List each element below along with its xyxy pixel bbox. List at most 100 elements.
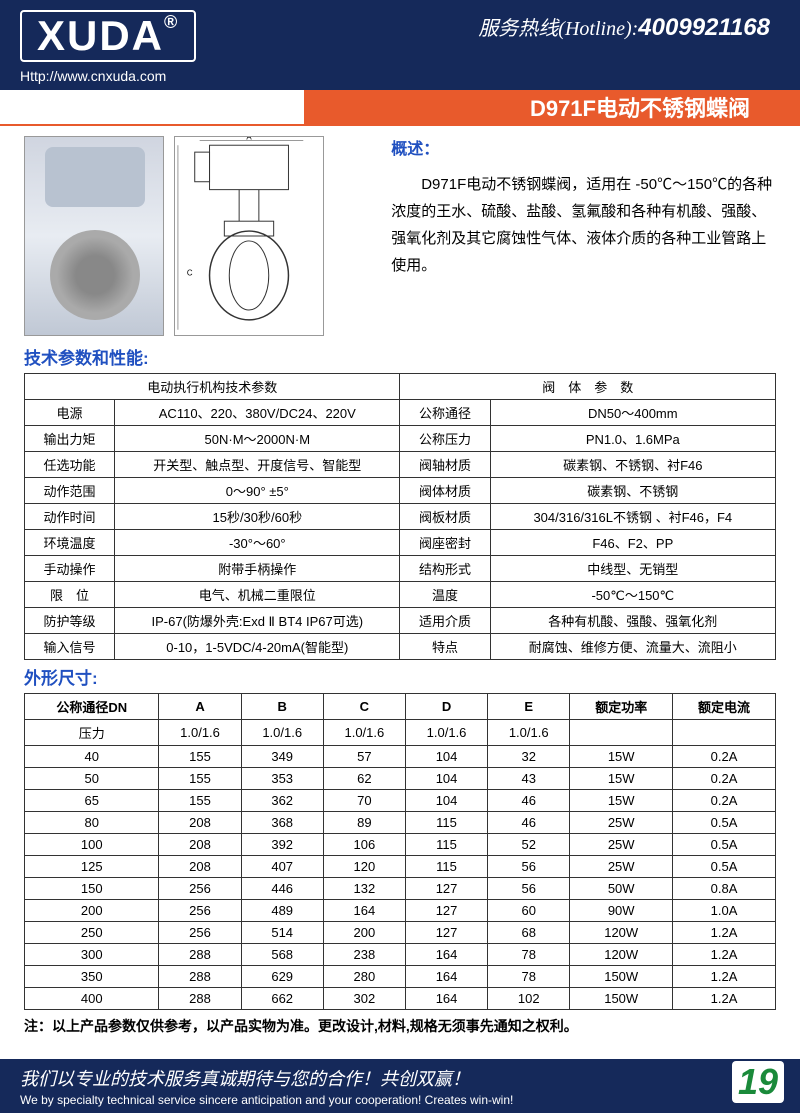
dim-cell: 115 — [405, 856, 487, 878]
dim-cell: 127 — [405, 878, 487, 900]
footer-en: We by specialty technical service sincer… — [20, 1093, 780, 1107]
dim-header: D — [405, 694, 487, 720]
dim-cell: 62 — [323, 768, 405, 790]
dim-cell: 127 — [405, 900, 487, 922]
dim-cell: 压力 — [25, 720, 159, 746]
dim-cell: 50 — [25, 768, 159, 790]
dim-header: A — [159, 694, 241, 720]
dim-cell: 208 — [159, 856, 241, 878]
hotline-number: 4009921168 — [638, 14, 770, 41]
dim-cell: 256 — [159, 900, 241, 922]
dim-cell: 68 — [488, 922, 570, 944]
dim-cell: 56 — [488, 878, 570, 900]
dim-cell: 50W — [570, 878, 673, 900]
dim-cell: 1.2A — [673, 988, 776, 1010]
dim-cell: 89 — [323, 812, 405, 834]
dim-cell: 164 — [405, 966, 487, 988]
dim-cell: 150W — [570, 966, 673, 988]
spec-cell: 附带手柄操作 — [115, 556, 400, 582]
spec-cell: 电气、机械二重限位 — [115, 582, 400, 608]
dim-cell: 368 — [241, 812, 323, 834]
spec-cell: PN1.0、1.6MPa — [490, 426, 775, 452]
spec-cell: 动作范围 — [25, 478, 115, 504]
dim-cell: 446 — [241, 878, 323, 900]
spec-cell: 0～90° ±5° — [115, 478, 400, 504]
dim-cell: 15W — [570, 790, 673, 812]
dim-cell: 256 — [159, 878, 241, 900]
product-title: D971F电动不锈钢蝶阀 — [530, 91, 750, 123]
dim-cell: 155 — [159, 768, 241, 790]
spec-cell: 温度 — [400, 582, 490, 608]
dim-cell: 25W — [570, 834, 673, 856]
footnote: 注：以上产品参数仅供参考，以产品实物为准。更改设计,材料,规格无须事先通知之权利… — [24, 1016, 776, 1036]
spec-cell: DN50～400mm — [490, 400, 775, 426]
spec-cell: 50N·M～2000N·M — [115, 426, 400, 452]
dim-cell: 349 — [241, 746, 323, 768]
spec-cell: 输出力矩 — [25, 426, 115, 452]
spec-cell: 动作时间 — [25, 504, 115, 530]
dim-cell: 353 — [241, 768, 323, 790]
dim-cell: 56 — [488, 856, 570, 878]
dim-cell: 78 — [488, 966, 570, 988]
dim-cell: 70 — [323, 790, 405, 812]
header-bar: XUDA® 服务热线(Hotline):4009921168 Http://ww… — [0, 0, 800, 90]
dim-cell: 0.5A — [673, 856, 776, 878]
dim-cell: 57 — [323, 746, 405, 768]
dim-cell: 43 — [488, 768, 570, 790]
page-number: 19 — [732, 1061, 784, 1103]
hotline-label: 服务热线(Hotline): — [478, 18, 638, 40]
dim-cell: 155 — [159, 746, 241, 768]
dim-cell: 25W — [570, 856, 673, 878]
overview-heading: 概述： — [391, 136, 776, 165]
dim-cell: 208 — [159, 834, 241, 856]
spec-cell: 结构形式 — [400, 556, 490, 582]
dim-cell: 164 — [323, 900, 405, 922]
spec-cell: 0-10，1-5VDC/4-20mA(智能型) — [115, 634, 400, 660]
dim-cell: 46 — [488, 790, 570, 812]
spec-cell: F46、F2、PP — [490, 530, 775, 556]
dim-cell: 127 — [405, 922, 487, 944]
dim-cell: 392 — [241, 834, 323, 856]
dim-cell: 78 — [488, 944, 570, 966]
dim-cell: 362 — [241, 790, 323, 812]
dim-cell: 25W — [570, 812, 673, 834]
brand-logo: XUDA® — [20, 10, 196, 62]
spec-cell: 碳素钢、不锈钢 — [490, 478, 775, 504]
dim-cell: 350 — [25, 966, 159, 988]
dim-cell: 288 — [159, 944, 241, 966]
dim-cell: 115 — [405, 834, 487, 856]
spec-cell: 适用介质 — [400, 608, 490, 634]
dim-cell: 1.0/1.6 — [323, 720, 405, 746]
dim-cell: 80 — [25, 812, 159, 834]
dim-header: 公称通径DN — [25, 694, 159, 720]
valve-diagram: A C — [174, 136, 324, 336]
dim-cell: 132 — [323, 878, 405, 900]
dim-cell: 0.2A — [673, 790, 776, 812]
dim-section-title: 外形尺寸: — [24, 664, 776, 689]
spec-cell: 环境温度 — [25, 530, 115, 556]
spec-cell: 防护等级 — [25, 608, 115, 634]
spec-cell: 电源 — [25, 400, 115, 426]
spec-cell: 耐腐蚀、维修方便、流量大、流阻小 — [490, 634, 775, 660]
spec-header-left: 电动执行机构技术参数 — [25, 374, 400, 400]
dim-cell: 1.0/1.6 — [405, 720, 487, 746]
dim-cell: 120W — [570, 944, 673, 966]
spec-cell: IP-67(防爆外壳:Exd Ⅱ BT4 IP67可选) — [115, 608, 400, 634]
dim-cell: 1.0A — [673, 900, 776, 922]
spec-cell: 任选功能 — [25, 452, 115, 478]
valve-photo — [24, 136, 164, 336]
dim-cell: 90W — [570, 900, 673, 922]
dim-cell: 302 — [323, 988, 405, 1010]
dim-cell: 1.0/1.6 — [488, 720, 570, 746]
dim-cell: 0.5A — [673, 834, 776, 856]
footer-bar: 我们以专业的技术服务真诚期待与您的合作！共创双赢！ We by specialt… — [0, 1059, 800, 1113]
spec-cell: 阀座密封 — [400, 530, 490, 556]
dim-cell: 104 — [405, 746, 487, 768]
dim-cell: 164 — [405, 944, 487, 966]
dim-header: B — [241, 694, 323, 720]
dim-cell: 400 — [25, 988, 159, 1010]
dim-cell: 1.0/1.6 — [159, 720, 241, 746]
dim-cell: 60 — [488, 900, 570, 922]
dim-cell: 104 — [405, 790, 487, 812]
dim-cell: 120W — [570, 922, 673, 944]
